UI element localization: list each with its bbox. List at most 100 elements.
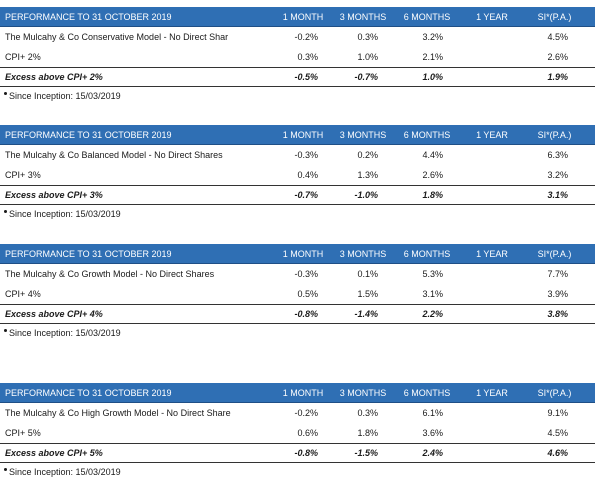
footnote-marker bbox=[4, 91, 7, 95]
excess-name: Excess above CPI+ 2% bbox=[5, 72, 103, 82]
cpi-row: CPI+ 4% 0.5% 1.5% 3.1% 3.9% bbox=[0, 284, 595, 305]
value-1-month: -0.3% bbox=[294, 269, 318, 279]
value-1-year bbox=[461, 264, 516, 284]
value-since-inception: 4.5% bbox=[547, 428, 568, 438]
value-3-months: 0.1% bbox=[357, 269, 378, 279]
value-since-inception: 3.2% bbox=[547, 170, 568, 180]
cpi-row: CPI+ 5% 0.6% 1.8% 3.6% 4.5% bbox=[0, 423, 595, 444]
header-period: PERFORMANCE TO 31 OCTOBER 2019 bbox=[5, 248, 172, 259]
excess-name: Excess above CPI+ 4% bbox=[5, 309, 103, 319]
header-since-inception: SI*(P.A.) bbox=[537, 11, 572, 22]
value-6-months: 1.0% bbox=[422, 72, 443, 82]
value-6-months: 3.2% bbox=[422, 32, 443, 42]
header-1-month: 1 MONTH bbox=[282, 11, 324, 22]
value-6-months: 3.1% bbox=[422, 289, 443, 299]
cpi-row: CPI+ 3% 0.4% 1.3% 2.6% 3.2% bbox=[0, 165, 595, 186]
value-6-months: 2.2% bbox=[422, 309, 443, 319]
header-since-inception: SI*(P.A.) bbox=[537, 387, 572, 398]
table-header: PERFORMANCE TO 31 OCTOBER 2019 1 MONTH 3… bbox=[0, 7, 595, 27]
model-row: The Mulcahy & Co High Growth Model - No … bbox=[0, 403, 595, 423]
cpi-name: CPI+ 4% bbox=[5, 289, 41, 299]
value-1-year bbox=[461, 47, 516, 67]
footnote-marker bbox=[4, 328, 7, 332]
header-1-year: 1 YEAR bbox=[476, 387, 508, 398]
cpi-name: CPI+ 2% bbox=[5, 52, 41, 62]
table-header: PERFORMANCE TO 31 OCTOBER 2019 1 MONTH 3… bbox=[0, 383, 595, 403]
model-row: The Mulcahy & Co Conservative Model - No… bbox=[0, 27, 595, 47]
value-1-month: 0.4% bbox=[297, 170, 318, 180]
value-3-months: 0.3% bbox=[357, 32, 378, 42]
value-since-inception: 9.1% bbox=[547, 408, 568, 418]
excess-row: Excess above CPI+ 3% -0.7% -1.0% 1.8% 3.… bbox=[0, 186, 595, 205]
header-3-months: 3 MONTHS bbox=[339, 129, 387, 140]
header-1-month: 1 MONTH bbox=[282, 248, 324, 259]
value-1-year bbox=[461, 186, 516, 204]
header-1-year: 1 YEAR bbox=[476, 248, 508, 259]
inception-note-text: Since Inception: 15/03/2019 bbox=[9, 91, 121, 101]
cpi-row: CPI+ 2% 0.3% 1.0% 2.1% 2.6% bbox=[0, 47, 595, 68]
inception-note-text: Since Inception: 15/03/2019 bbox=[9, 209, 121, 219]
table-header: PERFORMANCE TO 31 OCTOBER 2019 1 MONTH 3… bbox=[0, 125, 595, 145]
value-1-month: -0.7% bbox=[294, 190, 318, 200]
value-1-year bbox=[461, 284, 516, 304]
inception-note-text: Since Inception: 15/03/2019 bbox=[9, 328, 121, 338]
cpi-name: CPI+ 5% bbox=[5, 428, 41, 438]
header-period: PERFORMANCE TO 31 OCTOBER 2019 bbox=[5, 387, 172, 398]
header-1-month: 1 MONTH bbox=[282, 387, 324, 398]
header-3-months: 3 MONTHS bbox=[339, 11, 387, 22]
value-1-month: -0.5% bbox=[294, 72, 318, 82]
value-6-months: 4.4% bbox=[422, 150, 443, 160]
value-3-months: -1.0% bbox=[354, 190, 378, 200]
model-name: The Mulcahy & Co High Growth Model - No … bbox=[5, 408, 231, 418]
performance-table-high-growth: PERFORMANCE TO 31 OCTOBER 2019 1 MONTH 3… bbox=[0, 383, 595, 481]
excess-row: Excess above CPI+ 4% -0.8% -1.4% 2.2% 3.… bbox=[0, 305, 595, 324]
value-3-months: -1.5% bbox=[354, 448, 378, 458]
header-3-months: 3 MONTHS bbox=[339, 387, 387, 398]
value-1-month: -0.2% bbox=[294, 32, 318, 42]
value-1-month: -0.3% bbox=[294, 150, 318, 160]
model-name: The Mulcahy & Co Growth Model - No Direc… bbox=[5, 269, 215, 279]
value-6-months: 3.6% bbox=[422, 428, 443, 438]
value-1-month: 0.3% bbox=[297, 52, 318, 62]
value-3-months: 1.0% bbox=[357, 52, 378, 62]
value-1-year bbox=[461, 305, 516, 323]
header-6-months: 6 MONTHS bbox=[403, 129, 451, 140]
value-since-inception: 3.1% bbox=[547, 190, 568, 200]
value-1-month: 0.6% bbox=[297, 428, 318, 438]
header-1-year: 1 YEAR bbox=[476, 129, 508, 140]
value-3-months: -1.4% bbox=[354, 309, 378, 319]
value-1-year bbox=[461, 145, 516, 165]
value-since-inception: 4.5% bbox=[547, 32, 568, 42]
value-since-inception: 7.7% bbox=[547, 269, 568, 279]
cpi-name: CPI+ 3% bbox=[5, 170, 41, 180]
inception-note: Since Inception: 15/03/2019 bbox=[0, 463, 595, 481]
value-6-months: 5.3% bbox=[422, 269, 443, 279]
value-since-inception: 3.8% bbox=[547, 309, 568, 319]
value-since-inception: 2.6% bbox=[547, 52, 568, 62]
header-period: PERFORMANCE TO 31 OCTOBER 2019 bbox=[5, 11, 172, 22]
header-3-months: 3 MONTHS bbox=[339, 248, 387, 259]
header-since-inception: SI*(P.A.) bbox=[537, 248, 572, 259]
header-1-year: 1 YEAR bbox=[476, 11, 508, 22]
value-6-months: 2.6% bbox=[422, 170, 443, 180]
value-since-inception: 4.6% bbox=[547, 448, 568, 458]
excess-row: Excess above CPI+ 5% -0.8% -1.5% 2.4% 4.… bbox=[0, 444, 595, 463]
inception-note-text: Since Inception: 15/03/2019 bbox=[9, 467, 121, 477]
value-since-inception: 6.3% bbox=[547, 150, 568, 160]
value-1-year bbox=[461, 403, 516, 423]
header-6-months: 6 MONTHS bbox=[403, 387, 451, 398]
value-3-months: -0.7% bbox=[354, 72, 378, 82]
inception-note: Since Inception: 15/03/2019 bbox=[0, 205, 595, 223]
inception-note: Since Inception: 15/03/2019 bbox=[0, 87, 595, 105]
value-3-months: 1.8% bbox=[357, 428, 378, 438]
value-3-months: 0.3% bbox=[357, 408, 378, 418]
value-1-month: -0.8% bbox=[294, 448, 318, 458]
value-1-year bbox=[461, 68, 516, 86]
footnote-marker bbox=[4, 209, 7, 213]
value-1-month: -0.8% bbox=[294, 309, 318, 319]
value-since-inception: 1.9% bbox=[547, 72, 568, 82]
model-name: The Mulcahy & Co Balanced Model - No Dir… bbox=[5, 150, 223, 160]
value-3-months: 1.3% bbox=[357, 170, 378, 180]
value-6-months: 1.8% bbox=[422, 190, 443, 200]
value-1-year bbox=[461, 165, 516, 185]
